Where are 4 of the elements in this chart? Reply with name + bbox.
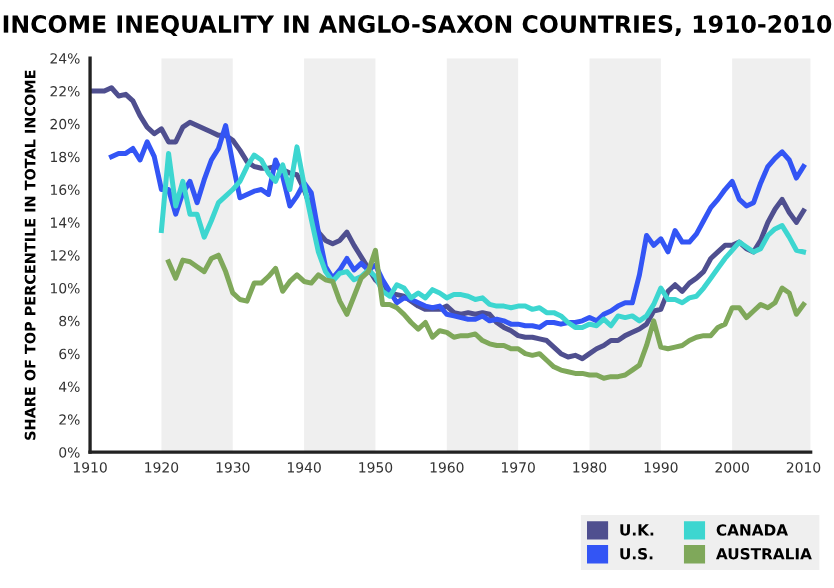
chart-title: INCOME INEQUALITY IN ANGLO-SAXON COUNTRIES, 1910-2010 bbox=[3, 15, 832, 37]
line-series bbox=[166, 247, 807, 381]
line-series bbox=[108, 123, 807, 330]
line-series bbox=[158, 144, 807, 330]
